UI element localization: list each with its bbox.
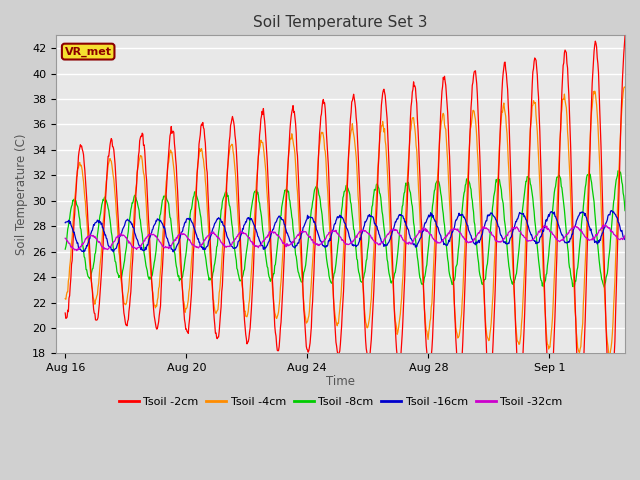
Y-axis label: Soil Temperature (C): Soil Temperature (C) — [15, 133, 28, 255]
Text: VR_met: VR_met — [65, 47, 111, 57]
Title: Soil Temperature Set 3: Soil Temperature Set 3 — [253, 15, 428, 30]
Legend: Tsoil -2cm, Tsoil -4cm, Tsoil -8cm, Tsoil -16cm, Tsoil -32cm: Tsoil -2cm, Tsoil -4cm, Tsoil -8cm, Tsoi… — [115, 393, 567, 411]
X-axis label: Time: Time — [326, 374, 355, 387]
